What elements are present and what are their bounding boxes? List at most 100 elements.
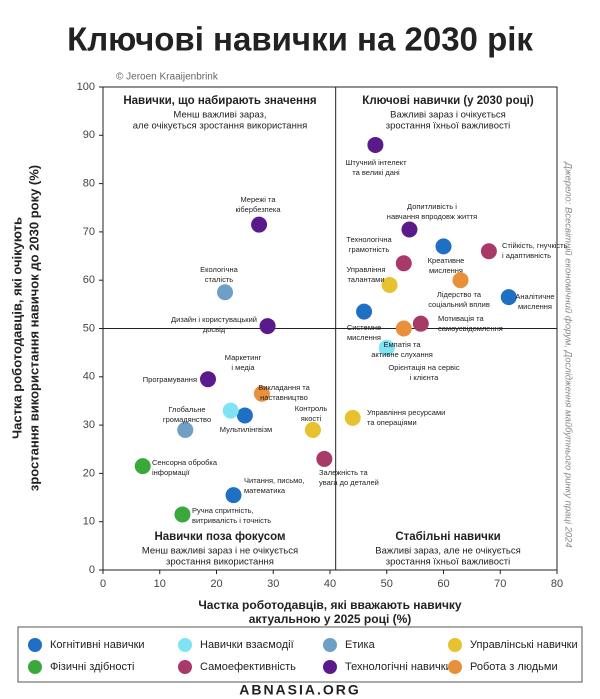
x-tick-label: 0 (100, 578, 106, 590)
point-label: і адаптивність (502, 251, 551, 260)
legend-label: Фізичні здібності (50, 661, 134, 673)
quadrant-subtitle: зростання їхньої важливості (386, 557, 511, 568)
point-label: соціальний вплив (428, 300, 490, 309)
quadrant-subtitle: зростання їхньої важливості (386, 121, 511, 132)
point (395, 320, 412, 337)
point (304, 421, 321, 438)
point (174, 506, 191, 523)
point-label: Мультилінгвізм (220, 425, 272, 434)
point (401, 221, 418, 238)
point (367, 136, 384, 153)
x-tick-label: 50 (381, 578, 393, 590)
point (316, 450, 333, 467)
point-label: Креативне (428, 256, 465, 265)
point (253, 385, 270, 402)
watermark: ABNASIA.ORG (239, 682, 361, 698)
side-note: Джерело: Всесвітній економічний форум, Д… (562, 161, 573, 547)
point-label: Системне (347, 323, 381, 332)
quadrant-subtitle: зростання використання (166, 557, 274, 568)
point-label: Дизайн і користувацький (171, 315, 257, 324)
y-tick-label: 100 (77, 81, 95, 93)
point (395, 255, 412, 272)
point-label: мислення (429, 266, 463, 275)
legend-box (17, 626, 583, 683)
y-tick-label: 40 (83, 371, 95, 383)
point (356, 303, 373, 320)
quadrant-subtitle: Менш важливі зараз, (173, 110, 266, 121)
x-tick-label: 10 (154, 578, 166, 590)
point-label: талантами (347, 275, 384, 284)
legend-swatch (323, 660, 337, 674)
point-label: громадянство (163, 415, 211, 424)
legend-swatch (178, 660, 192, 674)
quadrant-subtitle: але очікується зростання використання (133, 121, 307, 132)
y-tick-label: 50 (83, 322, 95, 334)
quadrant-subtitle: Важливі зараз, але не очікується (375, 546, 520, 557)
point (378, 339, 395, 356)
point-label: витривалість і точність (192, 516, 271, 525)
point (381, 277, 398, 294)
quadrant-title: Навички поза фокусом (154, 531, 285, 543)
point-label: якості (301, 414, 322, 423)
x-axis-title: актуальною у 2025 році (%) (249, 612, 412, 626)
point (480, 243, 497, 260)
point-label: Сенсорна обробка (152, 458, 218, 467)
point-label: Читання, письмо, (244, 476, 305, 485)
point (412, 315, 429, 332)
point-label: математика (244, 486, 286, 495)
point-label: увага до деталей (319, 478, 379, 487)
point-label: сталість (205, 275, 233, 284)
point-label: Залежність та (319, 468, 369, 477)
point-label: Управління (346, 265, 385, 274)
y-tick-label: 20 (83, 467, 95, 479)
legend-label: Самоефективність (200, 661, 296, 673)
x-tick-label: 40 (324, 578, 336, 590)
y-tick-label: 80 (83, 178, 95, 190)
legend-swatch (178, 638, 192, 652)
legend-swatch (323, 638, 337, 652)
point (500, 289, 517, 306)
y-tick-label: 60 (83, 274, 95, 286)
legend-label: Технологічні навички (345, 661, 452, 673)
y-axis-title: зростання використання навичок до 2030 р… (26, 165, 41, 491)
x-tick-label: 20 (210, 578, 222, 590)
point (452, 272, 469, 289)
y-axis-title: Частка роботодавців, які очікують (9, 217, 24, 439)
point-label: Мережі та (240, 195, 276, 204)
legend-label: Управлінські навички (470, 639, 578, 651)
point-label: і клієнта (410, 373, 439, 382)
quadrant-title: Стабільні навички (395, 531, 500, 543)
point-label: Штучний інтелект (345, 158, 407, 167)
point-label: Емпатія та (384, 340, 422, 349)
quadrant-title: Навички, що набирають значення (123, 95, 316, 107)
x-axis-title: Частка роботодавців, які вважають навичк… (198, 598, 462, 612)
point-label: Маркетинг (225, 353, 262, 362)
point-label: активне слухання (371, 350, 433, 359)
legend-swatch (28, 638, 42, 652)
point-label: Мотивація та (438, 314, 484, 323)
x-tick-label: 30 (267, 578, 279, 590)
point-label: грамотність (349, 245, 390, 254)
point-label: Глобальне (168, 405, 205, 414)
point-label: мислення (347, 333, 381, 342)
point-label: Програмування (143, 375, 197, 384)
quadrant-title: Ключові навички (у 2030 році) (362, 95, 534, 107)
x-tick-label: 80 (551, 578, 563, 590)
y-tick-label: 0 (89, 564, 95, 576)
y-tick-label: 10 (83, 516, 95, 528)
point (222, 402, 239, 419)
point-label: навчання впродовж життя (387, 212, 477, 221)
legend-label: Когнітивні навички (50, 639, 145, 651)
point-label: Стійкість, гнучкість (502, 241, 568, 250)
legend-swatch (448, 660, 462, 674)
x-tick-label: 70 (494, 578, 506, 590)
point-label: Управління ресурсами (367, 408, 445, 417)
point-label: та великі дані (352, 168, 400, 177)
point-label: Викладання та (258, 383, 310, 392)
point (217, 284, 234, 301)
legend-label: Навички взаємодії (200, 639, 294, 651)
point-label: мислення (518, 302, 552, 311)
legend-label: Робота з людьми (470, 661, 558, 673)
point-label: самоусвідомлення (438, 324, 503, 333)
